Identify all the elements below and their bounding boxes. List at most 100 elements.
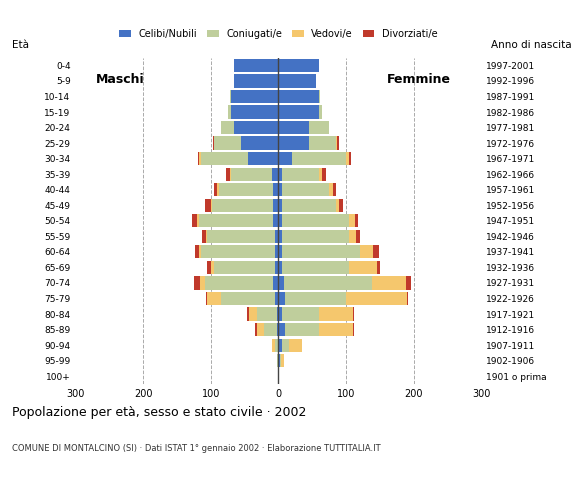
Bar — [278, 136, 309, 150]
Bar — [278, 74, 316, 87]
Bar — [278, 168, 282, 181]
Bar — [195, 245, 198, 259]
Bar — [218, 183, 219, 196]
Bar — [282, 168, 319, 181]
Bar — [278, 152, 292, 165]
Bar — [211, 199, 212, 212]
Bar — [372, 276, 405, 289]
Bar — [201, 152, 248, 165]
Bar — [346, 292, 407, 305]
Bar — [230, 168, 231, 181]
Bar — [319, 308, 353, 321]
Bar — [292, 152, 346, 165]
Bar — [278, 106, 319, 119]
Bar — [349, 230, 356, 243]
Bar — [230, 90, 231, 103]
Bar — [198, 152, 199, 165]
Bar — [275, 230, 278, 243]
Bar — [353, 308, 354, 321]
Bar — [277, 323, 278, 336]
Bar — [278, 199, 282, 212]
Bar — [355, 214, 358, 228]
Bar — [273, 183, 278, 196]
Bar — [282, 230, 349, 243]
Bar — [275, 261, 278, 274]
Text: Anno di nascita: Anno di nascita — [491, 40, 571, 50]
Bar — [288, 338, 302, 352]
Bar — [284, 276, 372, 289]
Bar — [329, 183, 332, 196]
Bar — [336, 136, 337, 150]
Bar — [373, 245, 379, 259]
Bar — [231, 106, 278, 119]
Bar — [278, 308, 282, 321]
Bar — [226, 168, 230, 181]
Bar — [271, 168, 278, 181]
Bar — [241, 136, 278, 150]
Bar — [322, 168, 326, 181]
Bar — [205, 276, 273, 289]
Bar — [214, 136, 241, 150]
Bar — [285, 323, 319, 336]
Bar — [281, 354, 284, 367]
Bar — [356, 230, 360, 243]
Text: Popolazione per età, sesso e stato civile · 2002: Popolazione per età, sesso e stato civil… — [12, 406, 306, 419]
Bar — [285, 292, 346, 305]
Bar — [202, 230, 206, 243]
Bar — [277, 308, 278, 321]
Bar — [346, 152, 349, 165]
Bar — [376, 261, 380, 274]
Bar — [221, 292, 275, 305]
Bar — [247, 308, 249, 321]
Bar — [282, 214, 349, 228]
Bar — [194, 276, 200, 289]
Bar — [282, 183, 329, 196]
Bar — [212, 199, 273, 212]
Bar — [234, 59, 278, 72]
Text: Maschi: Maschi — [96, 72, 144, 85]
Bar — [234, 74, 278, 87]
Text: Femmine: Femmine — [387, 72, 451, 85]
Text: COMUNE DI MONTALCINO (SI) · Dati ISTAT 1° gennaio 2002 · Elaborazione TUTTITALIA: COMUNE DI MONTALCINO (SI) · Dati ISTAT 1… — [12, 444, 380, 453]
Bar — [227, 106, 231, 119]
Bar — [275, 245, 278, 259]
Bar — [206, 261, 211, 274]
Bar — [200, 276, 205, 289]
Bar — [282, 261, 349, 274]
Bar — [231, 90, 278, 103]
Bar — [231, 168, 271, 181]
Bar — [282, 308, 319, 321]
Bar — [282, 199, 336, 212]
Bar — [214, 183, 218, 196]
Bar — [273, 199, 278, 212]
Bar — [206, 230, 207, 243]
Bar — [273, 214, 278, 228]
Bar — [277, 354, 278, 367]
Bar — [278, 245, 282, 259]
Bar — [198, 245, 201, 259]
Bar — [205, 199, 211, 212]
Bar — [278, 59, 319, 72]
Bar — [249, 308, 257, 321]
Bar — [214, 261, 275, 274]
Bar — [336, 199, 339, 212]
Bar — [257, 308, 277, 321]
Bar — [278, 214, 282, 228]
Bar — [278, 261, 282, 274]
Bar — [282, 245, 360, 259]
Bar — [234, 121, 278, 134]
Bar — [200, 152, 201, 165]
Bar — [198, 214, 273, 228]
Bar — [197, 214, 198, 228]
Bar — [360, 245, 373, 259]
Bar — [263, 323, 277, 336]
Bar — [349, 152, 351, 165]
Bar — [309, 136, 336, 150]
Bar — [349, 214, 355, 228]
Bar — [278, 121, 309, 134]
Text: Età: Età — [12, 40, 28, 50]
Bar — [309, 121, 329, 134]
Bar — [339, 199, 343, 212]
Bar — [271, 338, 275, 352]
Bar — [192, 214, 197, 228]
